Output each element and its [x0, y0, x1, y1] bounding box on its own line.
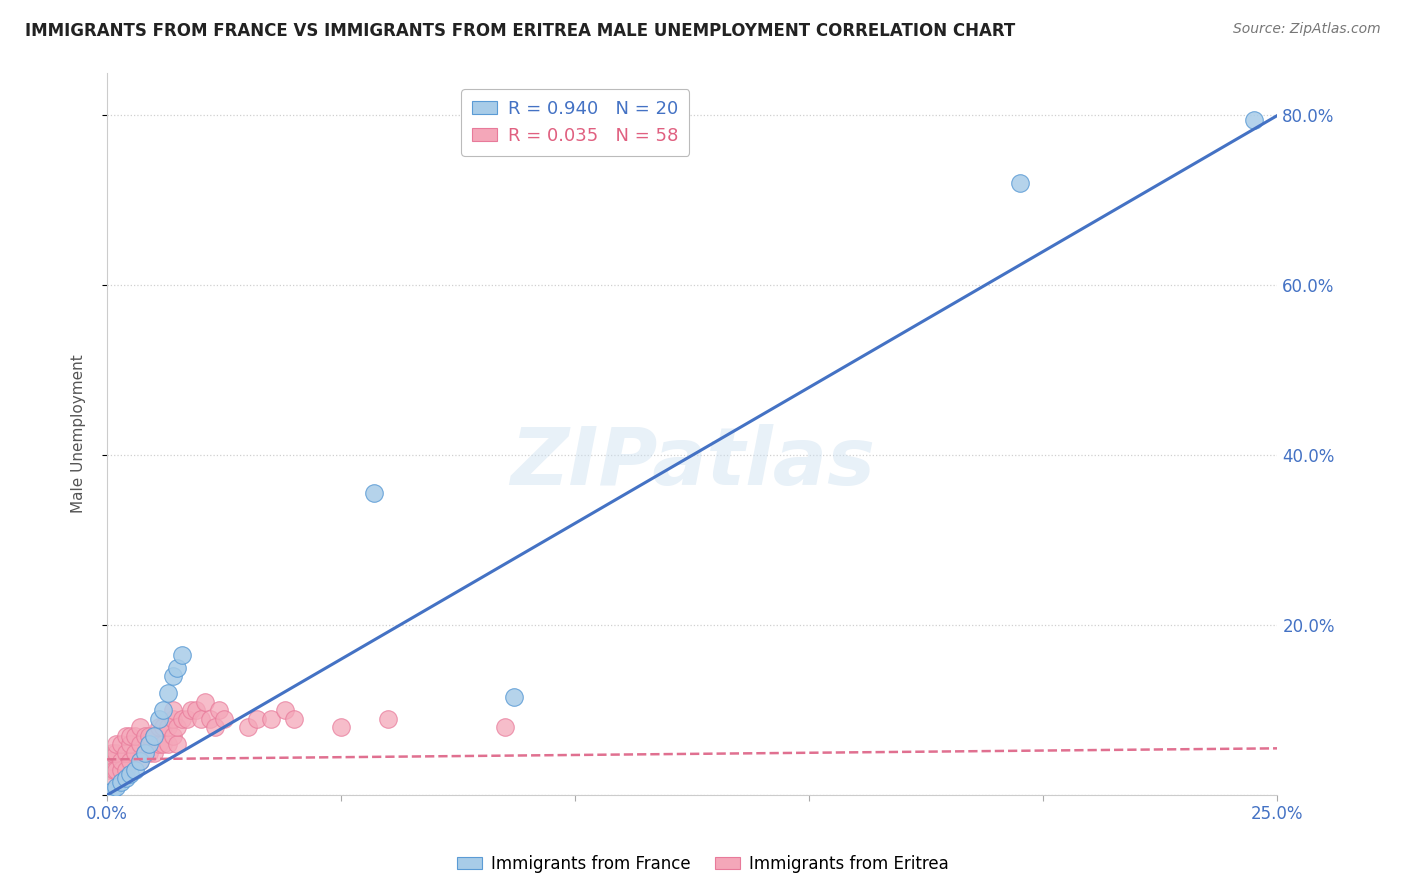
Point: [103, 763, 125, 777]
Point: [105, 780, 128, 794]
Point: [105, 737, 128, 751]
Point: [236, 720, 259, 734]
Text: ZIPatlas: ZIPatlas: [510, 424, 875, 502]
Point: [120, 737, 142, 751]
Point: [110, 775, 132, 789]
Point: [98, 754, 121, 768]
Point: [494, 720, 516, 734]
Point: [120, 754, 142, 768]
Point: [148, 720, 170, 734]
Point: [162, 729, 184, 743]
Point: [128, 737, 150, 751]
Point: [114, 729, 136, 743]
Point: [156, 720, 179, 734]
Point: [208, 703, 231, 717]
Point: [204, 720, 226, 734]
Point: [156, 686, 179, 700]
Point: [124, 746, 146, 760]
Point: [120, 767, 142, 781]
Point: [114, 771, 136, 785]
Point: [138, 729, 160, 743]
Point: [97, 763, 120, 777]
Point: [128, 720, 150, 734]
Point: [110, 763, 132, 777]
Point: [110, 737, 132, 751]
Point: [128, 754, 150, 768]
Point: [260, 712, 283, 726]
Point: [212, 712, 235, 726]
Point: [152, 703, 174, 717]
Point: [246, 712, 269, 726]
Point: [100, 784, 122, 798]
Point: [142, 729, 165, 743]
Point: [198, 712, 221, 726]
Point: [274, 703, 297, 717]
Point: [162, 669, 184, 683]
Point: [114, 746, 136, 760]
Point: [503, 690, 526, 705]
Point: [138, 746, 160, 760]
Point: [194, 695, 217, 709]
Point: [170, 712, 193, 726]
Point: [176, 712, 198, 726]
Point: [142, 746, 165, 760]
Point: [138, 737, 160, 751]
Point: [377, 712, 399, 726]
Text: Source: ZipAtlas.com: Source: ZipAtlas.com: [1233, 22, 1381, 37]
Legend: Immigrants from France, Immigrants from Eritrea: Immigrants from France, Immigrants from …: [451, 848, 955, 880]
Legend: R = 0.940   N = 20, R = 0.035   N = 58: R = 0.940 N = 20, R = 0.035 N = 58: [461, 89, 689, 156]
Point: [100, 746, 122, 760]
Point: [162, 703, 184, 717]
Point: [134, 746, 156, 760]
Point: [100, 754, 122, 768]
Point: [120, 729, 142, 743]
Point: [105, 746, 128, 760]
Point: [124, 763, 146, 777]
Y-axis label: Male Unemployment: Male Unemployment: [72, 355, 86, 514]
Text: IMMIGRANTS FROM FRANCE VS IMMIGRANTS FROM ERITREA MALE UNEMPLOYMENT CORRELATION : IMMIGRANTS FROM FRANCE VS IMMIGRANTS FRO…: [25, 22, 1015, 40]
Point: [152, 737, 174, 751]
Point: [166, 737, 188, 751]
Point: [283, 712, 305, 726]
Point: [152, 720, 174, 734]
Point: [162, 712, 184, 726]
Point: [148, 737, 170, 751]
Point: [134, 746, 156, 760]
Point: [100, 771, 122, 785]
Point: [330, 720, 353, 734]
Point: [128, 754, 150, 768]
Point: [124, 729, 146, 743]
Point: [142, 729, 165, 743]
Point: [1243, 112, 1265, 127]
Point: [114, 763, 136, 777]
Point: [156, 737, 179, 751]
Point: [110, 754, 132, 768]
Point: [166, 660, 188, 674]
Point: [180, 703, 202, 717]
Point: [105, 763, 128, 777]
Point: [184, 703, 207, 717]
Point: [190, 712, 212, 726]
Point: [134, 729, 156, 743]
Point: [166, 720, 188, 734]
Point: [170, 648, 193, 662]
Point: [1008, 177, 1031, 191]
Point: [363, 486, 385, 500]
Point: [148, 712, 170, 726]
